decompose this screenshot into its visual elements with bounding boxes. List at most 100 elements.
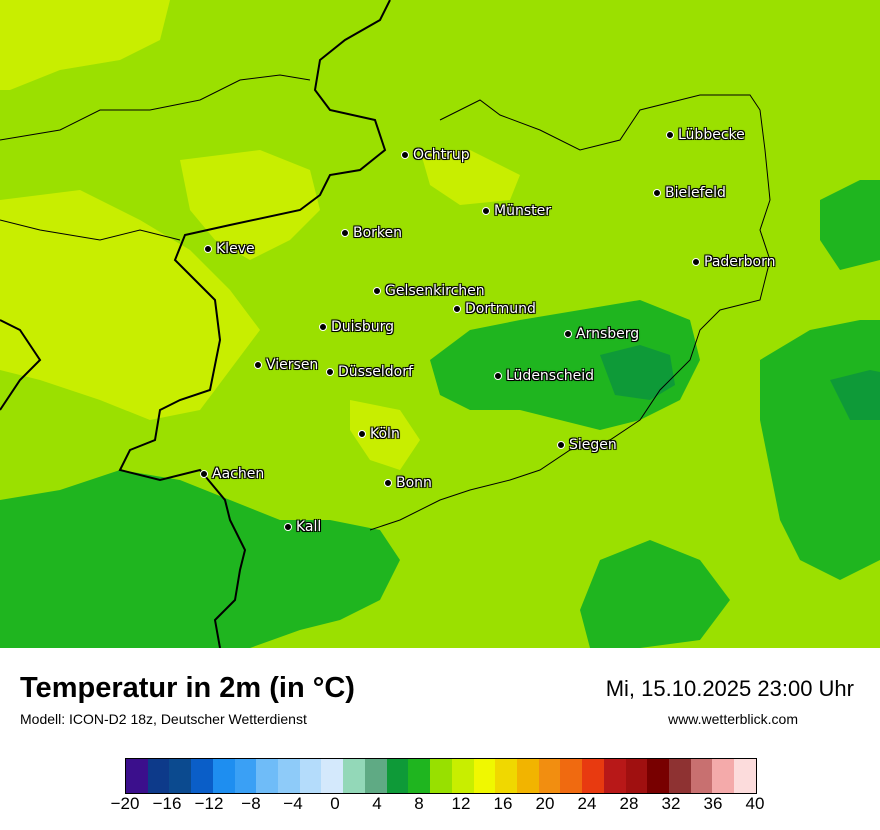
city-marker[interactable]: Bielefeld <box>653 185 726 201</box>
legend-swatch <box>169 759 192 793</box>
city-marker[interactable]: Düsseldorf <box>326 364 413 380</box>
legend-tick-label: 16 <box>493 794 513 813</box>
legend-swatch <box>560 759 583 793</box>
city-dot-icon <box>200 470 208 478</box>
city-name: Lüdenscheid <box>506 368 595 384</box>
city-marker[interactable]: Ochtrup <box>401 147 470 163</box>
city-dot-icon <box>564 330 572 338</box>
city-marker[interactable]: Aachen <box>200 466 264 482</box>
city-name: Münster <box>494 203 551 219</box>
city-dot-icon <box>692 258 700 266</box>
field-cold-core <box>600 345 880 420</box>
legend-tick-label: −16 <box>152 794 182 813</box>
field-warm-west <box>0 0 260 420</box>
legend-tick-label: −12 <box>194 794 224 813</box>
valid-time: Mi, 15.10.2025 23:00 Uhr <box>605 676 854 701</box>
legend-swatch <box>451 759 474 793</box>
city-name: Düsseldorf <box>338 364 413 380</box>
legend-tick-label: 24 <box>577 794 597 813</box>
city-name: Borken <box>353 225 403 241</box>
temperature-map[interactable]: Ochtrup Lübbecke Bielefeld Münster Borken Kle… <box>0 0 880 648</box>
temperature-field <box>0 0 880 648</box>
legend-tick-label: −20 <box>110 794 140 813</box>
city-dot-icon <box>254 361 262 369</box>
city-dot-icon <box>326 368 334 376</box>
legend-swatch <box>668 759 691 793</box>
legend-swatch <box>234 759 257 793</box>
country-borders <box>0 0 391 648</box>
city-marker[interactable]: Lüdenscheid <box>494 368 594 384</box>
city-name: Kleve <box>216 241 255 257</box>
legend-swatch <box>191 759 213 793</box>
legend-tick-label: 8 <box>414 794 424 813</box>
city-marker[interactable]: Kall <box>284 519 321 535</box>
city-dot-icon <box>557 441 565 449</box>
city-name: Köln <box>370 426 400 442</box>
legend-tick-label: 28 <box>619 794 639 813</box>
city-marker[interactable]: Münster <box>482 203 551 219</box>
legend-swatch <box>364 759 387 793</box>
legend-swatch <box>343 759 365 793</box>
city-marker[interactable]: Duisburg <box>319 319 394 335</box>
city-dot-icon <box>666 131 674 139</box>
legend-swatch <box>690 759 713 793</box>
legend-swatch <box>603 759 626 793</box>
city-dot-icon <box>341 229 349 237</box>
map-footer: Temperatur in 2m (in °C) Modell: ICON-D2… <box>0 648 880 830</box>
legend-swatch <box>473 759 496 793</box>
website-link[interactable]: www.wetterblick.com <box>668 711 798 727</box>
city-dot-icon <box>373 287 381 295</box>
city-marker[interactable]: Köln <box>358 426 400 442</box>
city-name: Paderborn <box>704 254 776 270</box>
city-dot-icon <box>401 151 409 159</box>
city-marker[interactable]: Gelsenkirchen <box>373 283 485 299</box>
city-name: Gelsenkirchen <box>385 283 485 299</box>
city-dot-icon <box>482 207 490 215</box>
city-marker[interactable]: Bonn <box>384 475 432 491</box>
city-marker[interactable]: Arnsberg <box>564 326 639 342</box>
legend-swatch <box>430 759 452 793</box>
city-marker[interactable]: Viersen <box>254 357 318 373</box>
city-marker[interactable]: Siegen <box>557 437 617 453</box>
color-legend <box>125 758 757 794</box>
legend-swatch <box>147 759 170 793</box>
city-dot-icon <box>453 305 461 313</box>
map-title: Temperatur in 2m (in °C) <box>20 672 355 704</box>
city-name: Bielefeld <box>665 185 726 201</box>
legend-tick-label: −4 <box>283 794 303 813</box>
legend-swatch <box>408 759 431 793</box>
legend-tick-label: 20 <box>535 794 555 813</box>
city-name: Viersen <box>266 357 319 373</box>
legend-swatch <box>734 759 756 793</box>
legend-tick-label: 36 <box>703 794 723 813</box>
legend-swatch <box>212 759 235 793</box>
legend-swatch <box>712 759 735 793</box>
model-source: Modell: ICON-D2 18z, Deutscher Wetterdie… <box>20 711 307 727</box>
city-dot-icon <box>204 245 212 253</box>
city-marker[interactable]: Lübbecke <box>666 127 745 143</box>
legend-swatch <box>126 759 148 793</box>
city-marker[interactable]: Borken <box>341 225 402 241</box>
legend-swatch <box>516 759 539 793</box>
legend-ticks: −20 −16 −12 −8 −4 0 4 8 12 16 20 24 28 32 36 40 <box>111 794 765 816</box>
city-marker[interactable]: Kleve <box>204 241 255 257</box>
legend-swatch <box>386 759 409 793</box>
city-name: Duisburg <box>331 319 394 335</box>
legend-tick-label: −8 <box>241 794 261 813</box>
city-dot-icon <box>384 479 392 487</box>
legend-tick-label: 0 <box>330 794 340 813</box>
city-name: Bonn <box>396 475 432 491</box>
field-cool-southwest <box>0 470 400 648</box>
legend-swatch <box>299 759 322 793</box>
city-name: Ochtrup <box>413 147 470 163</box>
city-dot-icon <box>494 372 502 380</box>
city-marker[interactable]: Dortmund <box>453 301 536 317</box>
city-marker[interactable]: Paderborn <box>692 254 775 270</box>
legend-swatch <box>256 759 279 793</box>
city-dot-icon <box>358 430 366 438</box>
legend-swatch <box>538 759 561 793</box>
city-name: Aachen <box>212 466 265 482</box>
city-dot-icon <box>319 323 327 331</box>
state-borders <box>0 74 771 531</box>
city-name: Siegen <box>569 437 617 453</box>
